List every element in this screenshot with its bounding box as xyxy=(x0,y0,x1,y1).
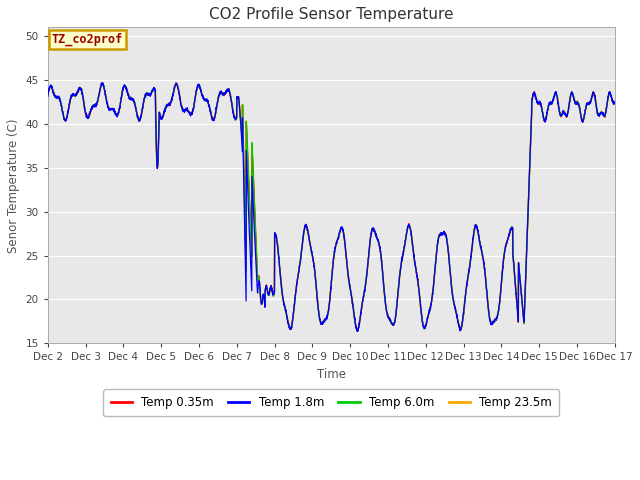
Text: TZ_co2prof: TZ_co2prof xyxy=(52,33,123,47)
Legend: Temp 0.35m, Temp 1.8m, Temp 6.0m, Temp 23.5m: Temp 0.35m, Temp 1.8m, Temp 6.0m, Temp 2… xyxy=(104,389,559,417)
X-axis label: Time: Time xyxy=(317,368,346,381)
Y-axis label: Senor Temperature (C): Senor Temperature (C) xyxy=(7,118,20,252)
Title: CO2 Profile Sensor Temperature: CO2 Profile Sensor Temperature xyxy=(209,7,454,22)
